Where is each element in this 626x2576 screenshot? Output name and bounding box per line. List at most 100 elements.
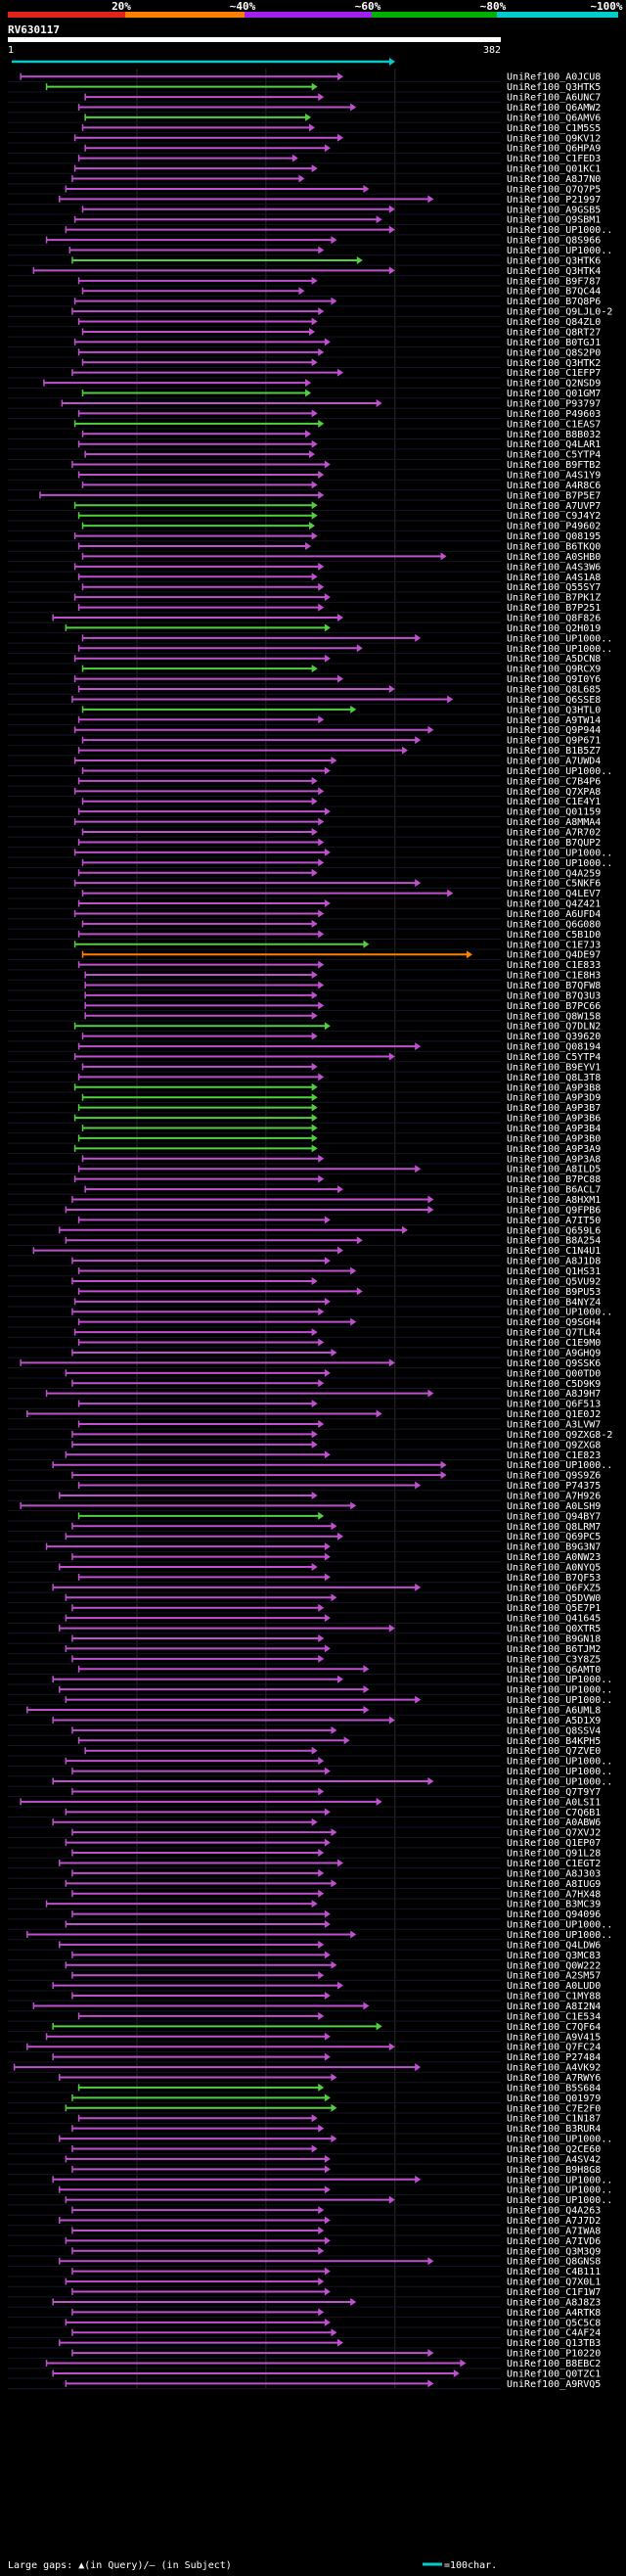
hit-label[interactable]: UniRef100_C1M5S5 [507,123,601,134]
hit-label[interactable]: UniRef100_Q1HS31 [507,1266,601,1277]
hit-label[interactable]: UniRef100_A6UFD4 [507,909,601,920]
hit-label[interactable]: UniRef100_A9P3A8 [507,1154,601,1165]
hit-label[interactable]: UniRef100_C1EFP7 [507,368,601,379]
hit-label[interactable]: UniRef100_P10220 [507,2349,601,2360]
hit-label[interactable]: UniRef100_B7P251 [507,603,601,614]
hit-label[interactable]: UniRef100_A9GHQ9 [507,1348,601,1358]
hit-label[interactable]: UniRef100_Q3HTK6 [507,255,601,266]
hit-label[interactable]: UniRef100_Q5E7P1 [507,1603,601,1614]
hit-label[interactable]: UniRef100_P27484 [507,2052,601,2063]
hit-label[interactable]: UniRef100_C1FED3 [507,154,601,164]
hit-label[interactable]: UniRef100_Q13TB3 [507,2338,601,2349]
hit-label[interactable]: UniRef100_C9J4Y2 [507,511,601,522]
hit-label[interactable]: UniRef100_B7PK1Z [507,593,601,604]
hit-label[interactable]: UniRef100_A7IWA8 [507,2226,601,2236]
hit-label[interactable]: UniRef100_C1E8H3 [507,971,601,982]
hit-label[interactable]: UniRef100_A0LUD0 [507,1981,601,1992]
hit-label[interactable]: UniRef100_Q08194 [507,1042,601,1053]
hit-label[interactable]: UniRef100_A7RWY6 [507,2073,601,2084]
hit-label[interactable]: UniRef100_UP1000.. [507,246,612,256]
hit-label[interactable]: UniRef100_Q9LJL0-2 [507,307,612,318]
hit-label[interactable]: UniRef100_A9P3A9 [507,1144,601,1155]
hit-label[interactable]: UniRef100_C5D9K9 [507,1379,601,1390]
hit-label[interactable]: UniRef100_A4S1Y9 [507,470,601,481]
hit-label[interactable]: UniRef100_A4SV42 [507,2154,601,2165]
hit-label[interactable]: UniRef100_Q01KC1 [507,164,601,175]
hit-label[interactable]: UniRef100_UP1000.. [507,2185,612,2196]
hit-label[interactable]: UniRef100_A0LSI1 [507,1797,601,1808]
hit-label[interactable]: UniRef100_Q39620 [507,1032,601,1042]
hit-label[interactable]: UniRef100_A8J7N0 [507,174,601,185]
hit-label[interactable]: UniRef100_C7Q6B1 [507,1808,601,1818]
hit-label[interactable]: UniRef100_A9RVQ5 [507,2379,601,2390]
hit-label[interactable]: UniRef100_P49603 [507,409,601,420]
hit-label[interactable]: UniRef100_A9V415 [507,2032,601,2043]
hit-label[interactable]: UniRef100_UP1000.. [507,644,612,655]
hit-label[interactable]: UniRef100_UP1000.. [507,2175,612,2185]
hit-label[interactable]: UniRef100_B6TKQ0 [507,541,601,552]
hit-label[interactable]: UniRef100_B7P5E7 [507,490,601,501]
hit-label[interactable]: UniRef100_Q8L3T8 [507,1073,601,1083]
hit-label[interactable]: UniRef100_B7Q8P6 [507,297,601,307]
hit-label[interactable]: UniRef100_Q6HPA9 [507,144,601,155]
hit-label[interactable]: UniRef100_A0SHB0 [507,552,601,563]
hit-label[interactable]: UniRef100_P21997 [507,195,601,206]
hit-label[interactable]: UniRef100_Q9P671 [507,736,601,747]
hit-label[interactable]: UniRef100_UP1000.. [507,1930,612,1941]
hit-label[interactable]: UniRef100_Q6AMV6 [507,113,601,123]
hit-label[interactable]: UniRef100_C1E4Y1 [507,797,601,807]
hit-label[interactable]: UniRef100_C7QF64 [507,2022,601,2033]
hit-label[interactable]: UniRef100_Q9S9Z6 [507,1471,601,1482]
hit-label[interactable]: UniRef100_Q7XVJ2 [507,1828,601,1839]
hit-label[interactable]: UniRef100_B8EBC2 [507,2359,601,2369]
hit-label[interactable]: UniRef100_Q8F826 [507,614,601,624]
hit-label[interactable]: UniRef100_A8IUG9 [507,1879,601,1890]
hit-label[interactable]: UniRef100_Q9SSK6 [507,1358,601,1369]
hit-label[interactable]: UniRef100_B7Q3U3 [507,990,601,1001]
hit-label[interactable]: UniRef100_B4KPH5 [507,1736,601,1747]
hit-label[interactable]: UniRef100_Q6AMT0 [507,1665,601,1676]
hit-label[interactable]: UniRef100_B9GN18 [507,1634,601,1645]
hit-label[interactable]: UniRef100_Q1E0J2 [507,1409,601,1420]
hit-label[interactable]: UniRef100_C1E9M0 [507,1338,601,1349]
hit-label[interactable]: UniRef100_Q4A259 [507,868,601,879]
hit-label[interactable]: UniRef100_A9P3B0 [507,1133,601,1144]
hit-label[interactable]: UniRef100_C7E2F0 [507,2103,601,2114]
hit-label[interactable]: UniRef100_A9P3B8 [507,1082,601,1093]
hit-label[interactable]: UniRef100_Q00TD0 [507,1368,601,1379]
hit-label[interactable]: UniRef100_A8MMA4 [507,817,601,828]
hit-label[interactable]: UniRef100_UP1000.. [507,633,612,644]
hit-label[interactable]: UniRef100_Q7FC24 [507,2043,601,2053]
hit-label[interactable]: UniRef100_Q7XPA8 [507,787,601,798]
hit-label[interactable]: UniRef100_A9GSB5 [507,205,601,215]
hit-label[interactable]: UniRef100_Q6SSE8 [507,695,601,706]
hit-label[interactable]: UniRef100_C3Y8Z5 [507,1654,601,1665]
hit-label[interactable]: UniRef100_A7IVD6 [507,2236,601,2247]
hit-label[interactable]: UniRef100_A9P3B6 [507,1114,601,1125]
hit-label[interactable]: UniRef100_A8ILD5 [507,1165,601,1175]
hit-label[interactable]: UniRef100_P74375 [507,1481,601,1492]
hit-label[interactable]: UniRef100_C5B1D0 [507,930,601,941]
hit-label[interactable]: UniRef100_Q2NSD9 [507,379,601,390]
hit-label[interactable]: UniRef100_B6ACL7 [507,1185,601,1196]
hit-label[interactable]: UniRef100_A7H926 [507,1491,601,1501]
hit-label[interactable]: UniRef100_B7QC44 [507,287,601,298]
hit-label[interactable]: UniRef100_Q94096 [507,1909,601,1920]
hit-label[interactable]: UniRef100_C4AF24 [507,2328,601,2339]
hit-label[interactable]: UniRef100_UP1000.. [507,858,612,869]
hit-label[interactable]: UniRef100_B7PC66 [507,1001,601,1012]
hit-label[interactable]: UniRef100_C1N187 [507,2114,601,2125]
hit-label[interactable]: UniRef100_C1EAS7 [507,419,601,430]
hit-label[interactable]: UniRef100_Q0TZC1 [507,2369,601,2379]
hit-label[interactable]: UniRef100_Q01159 [507,807,601,818]
hit-label[interactable]: UniRef100_A8J9H7 [507,1389,601,1400]
hit-label[interactable]: UniRef100_A8HXM1 [507,1195,601,1206]
hit-label[interactable]: UniRef100_Q9SGH4 [507,1317,601,1328]
hit-label[interactable]: UniRef100_Q3HTL0 [507,705,601,715]
hit-label[interactable]: UniRef100_Q7ZVE0 [507,1746,601,1757]
hit-label[interactable]: UniRef100_Q8SSV4 [507,1725,601,1736]
hit-label[interactable]: UniRef100_Q4LAR1 [507,439,601,450]
hit-label[interactable]: UniRef100_Q8S966 [507,236,601,247]
hit-label[interactable]: UniRef100_B7PC88 [507,1174,601,1185]
hit-label[interactable]: UniRef100_Q4LDW6 [507,1940,601,1951]
